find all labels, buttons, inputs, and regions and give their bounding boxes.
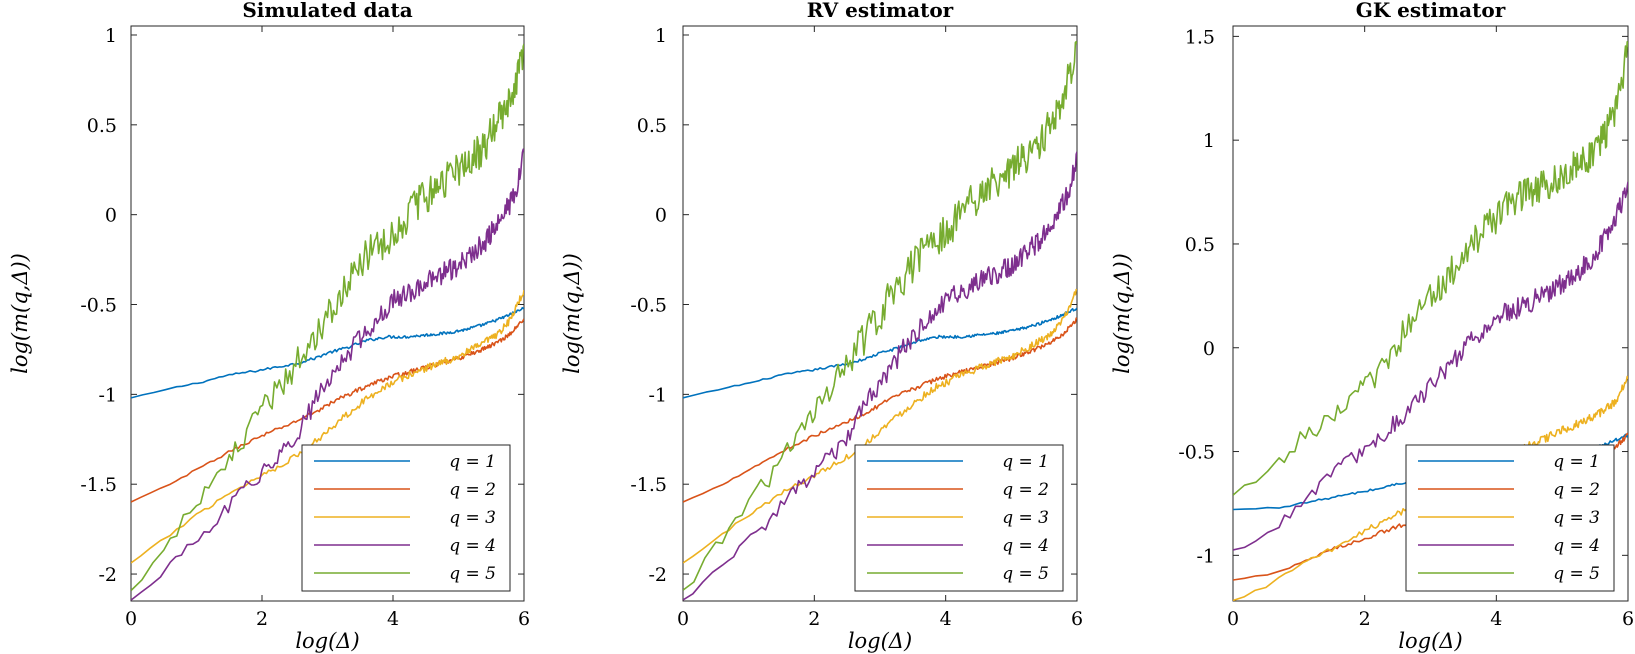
series-line-q-1 <box>683 307 1077 399</box>
x-axis-label: log(Δ) <box>1398 629 1462 653</box>
y-tick-label: 1.5 <box>1185 26 1215 48</box>
series-group <box>131 43 524 601</box>
x-tick-label: 4 <box>387 608 399 630</box>
x-tick-label: 2 <box>256 608 268 630</box>
legend: q = 1 q = 2 q = 3 q = 4 q = 5 <box>854 444 1064 592</box>
y-tick-label: -1 <box>98 384 117 406</box>
x-axis-label: log(Δ) <box>848 629 912 653</box>
legend: q = 1 q = 2 q = 3 q = 4 q = 5 <box>1405 444 1615 592</box>
y-tick-label: 1 <box>1203 130 1215 152</box>
legend: q = 1 q = 2 q = 3 q = 4 q = 5 <box>301 444 511 592</box>
x-tick-label: 2 <box>808 608 820 630</box>
legend-label: q = 4 <box>1553 536 1600 556</box>
x-tick-label: 2 <box>1359 608 1371 630</box>
y-tick-label: -0.5 <box>1178 442 1215 464</box>
legend-label: q = 2 <box>1553 480 1600 500</box>
x-tick-label: 4 <box>1490 608 1502 630</box>
x-tick-label: 0 <box>677 608 689 630</box>
y-tick-label: -1 <box>648 384 667 406</box>
legend-label: q = 2 <box>1002 480 1049 500</box>
chart-title: Simulated data <box>242 0 412 22</box>
legend-label: q = 4 <box>1002 536 1049 556</box>
series-line-q-1 <box>131 306 524 399</box>
legend-label: q = 1 <box>1553 452 1600 472</box>
y-tick-label: 1 <box>655 25 667 47</box>
series-line-q-4 <box>683 151 1077 601</box>
y-axis-label: log(m(q,Δ)) <box>560 253 584 374</box>
y-tick-label: -0.5 <box>80 295 117 317</box>
chart-title: GK estimator <box>1356 0 1506 22</box>
legend-label: q = 3 <box>1553 508 1600 528</box>
series-line-q-5 <box>131 43 524 592</box>
legend-label: q = 5 <box>1553 564 1600 584</box>
legend-label: q = 1 <box>1002 452 1049 472</box>
legend-label: q = 3 <box>449 508 496 528</box>
y-tick-label: -0.5 <box>630 295 667 317</box>
series-line-q-4 <box>131 148 524 601</box>
y-tick-label: 0.5 <box>637 115 667 137</box>
y-axis-label: log(m(q,Δ)) <box>8 253 32 374</box>
legend-label: q = 1 <box>449 452 496 472</box>
series-line-q-5 <box>1233 41 1628 496</box>
y-tick-label: 0.5 <box>1185 234 1215 256</box>
legend-box <box>301 444 511 592</box>
legend-box <box>854 444 1064 592</box>
legend-label: q = 3 <box>1002 508 1049 528</box>
series-line-q-3 <box>131 289 524 564</box>
legend-label: q = 5 <box>1002 564 1049 584</box>
y-tick-label: -1.5 <box>630 474 667 496</box>
x-tick-label: 6 <box>1622 608 1634 630</box>
y-tick-label: 0 <box>1203 338 1215 360</box>
y-tick-label: -1.5 <box>80 474 117 496</box>
series-line-q-2 <box>131 318 524 503</box>
x-tick-label: 6 <box>518 608 530 630</box>
x-tick-label: 6 <box>1071 608 1083 630</box>
series-group <box>683 40 1077 601</box>
series-line-q-5 <box>683 40 1077 591</box>
y-tick-label: 0 <box>105 205 117 227</box>
y-tick-label: -2 <box>98 564 117 586</box>
panel-simulated-data: 0 2 4 6-2-1.5-1-0.500.51q = 1q = 2q = 3q = … <box>8 0 530 653</box>
series-line-q-4 <box>1233 181 1628 551</box>
y-tick-label: -2 <box>648 564 667 586</box>
x-tick-label: 0 <box>125 608 137 630</box>
series-line-q-3 <box>683 288 1077 564</box>
legend-box <box>1405 444 1615 592</box>
legend-label: q = 5 <box>449 564 496 584</box>
x-tick-label: 0 <box>1227 608 1239 630</box>
y-tick-label: -1 <box>1196 545 1215 567</box>
y-tick-label: 1 <box>105 25 117 47</box>
x-axis-label: log(Δ) <box>295 629 359 653</box>
x-tick-label: 4 <box>940 608 952 630</box>
panel-rv-estimator: 0 2 4 6-2-1.5-1-0.500.51q = 1q = 2q = 3q = … <box>560 0 1083 653</box>
legend-label: q = 4 <box>449 536 496 556</box>
legend-label: q = 2 <box>449 480 496 500</box>
chart-title: RV estimator <box>807 0 954 22</box>
series-line-q-2 <box>683 317 1077 503</box>
y-tick-label: 0 <box>655 205 667 227</box>
panel-gk-estimator: 0 2 4 6-1-0.500.511.5q = 1q = 2q = 3q = 4q … <box>1110 0 1634 653</box>
y-tick-label: 0.5 <box>87 115 117 137</box>
y-axis-label: log(m(q,Δ)) <box>1110 253 1134 374</box>
